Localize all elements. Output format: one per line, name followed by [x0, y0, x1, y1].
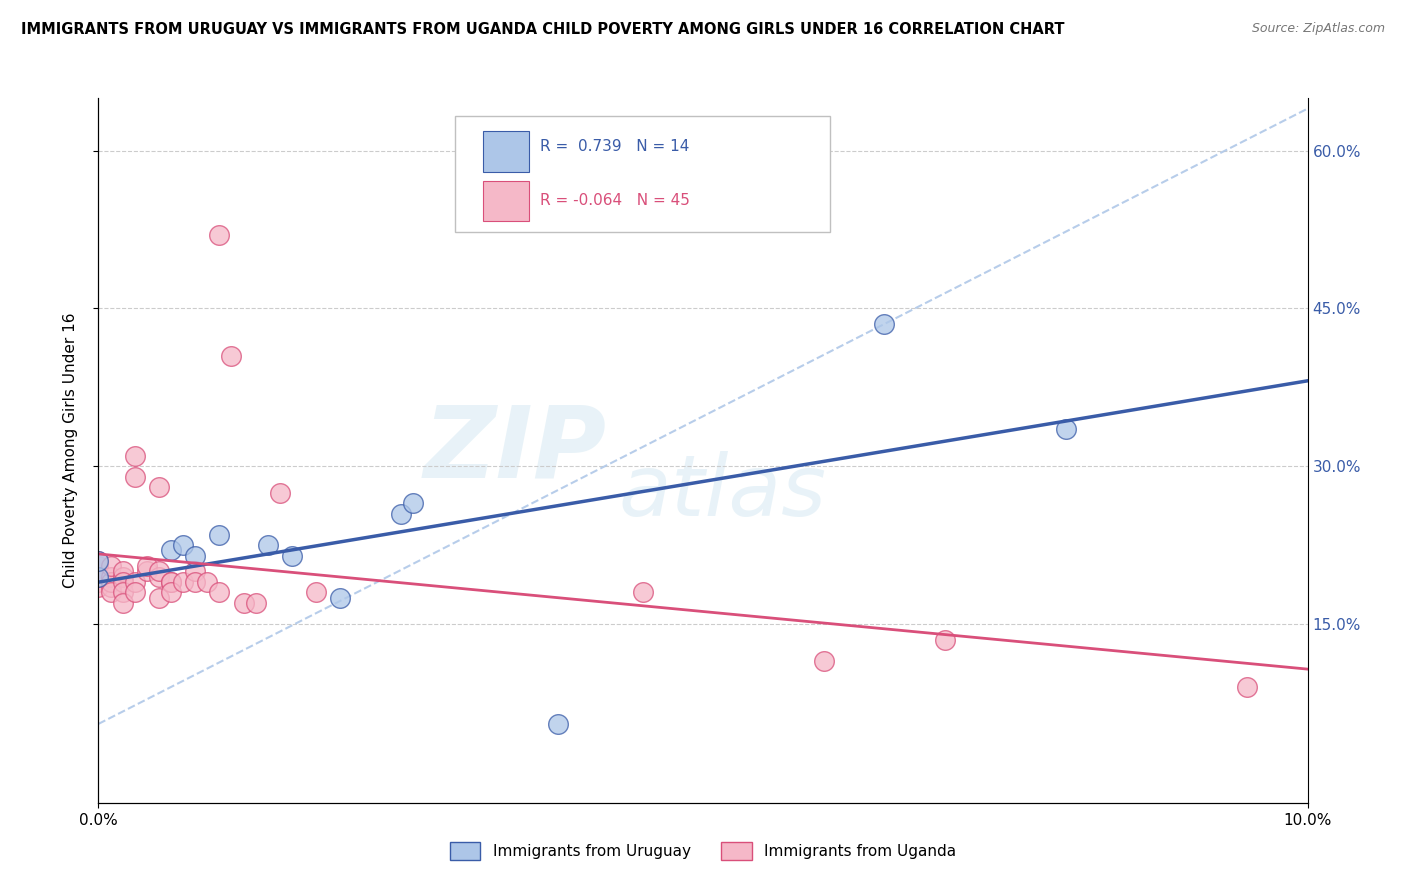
Point — [631, 585, 654, 599]
Point — [100, 559, 122, 574]
Point — [160, 585, 183, 599]
Point — [172, 538, 194, 552]
Point — [195, 574, 218, 589]
Point — [256, 538, 278, 552]
Point — [111, 574, 134, 589]
Y-axis label: Child Poverty Among Girls Under 16: Child Poverty Among Girls Under 16 — [63, 313, 77, 588]
Point — [281, 549, 304, 563]
Point — [208, 227, 231, 242]
Point — [100, 580, 122, 594]
Point — [111, 585, 134, 599]
Text: IMMIGRANTS FROM URUGUAY VS IMMIGRANTS FROM UGANDA CHILD POVERTY AMONG GIRLS UNDE: IMMIGRANTS FROM URUGUAY VS IMMIGRANTS FR… — [21, 22, 1064, 37]
Point — [184, 565, 207, 579]
Point — [1054, 422, 1077, 436]
Legend: Immigrants from Uruguay, Immigrants from Uganda: Immigrants from Uruguay, Immigrants from… — [444, 836, 962, 865]
Point — [208, 585, 231, 599]
FancyBboxPatch shape — [482, 131, 529, 172]
Point — [208, 527, 231, 541]
Point — [87, 569, 110, 583]
Point — [245, 596, 267, 610]
Point — [329, 591, 352, 605]
Point — [269, 485, 291, 500]
Point — [100, 574, 122, 589]
Point — [135, 559, 157, 574]
Text: atlas: atlas — [619, 451, 827, 534]
Point — [547, 717, 569, 731]
Point — [172, 574, 194, 589]
Text: R =  0.739   N = 14: R = 0.739 N = 14 — [540, 138, 689, 153]
Point — [111, 569, 134, 583]
Text: ZIP: ZIP — [423, 402, 606, 499]
Point — [184, 574, 207, 589]
FancyBboxPatch shape — [482, 180, 529, 221]
Point — [124, 449, 146, 463]
Text: R = -0.064   N = 45: R = -0.064 N = 45 — [540, 193, 689, 208]
Point — [87, 574, 110, 589]
Point — [305, 585, 328, 599]
Point — [934, 632, 956, 647]
Point — [148, 591, 170, 605]
Point — [100, 585, 122, 599]
Point — [402, 496, 425, 510]
Point — [87, 569, 110, 583]
Point — [87, 554, 110, 568]
Point — [160, 574, 183, 589]
Point — [232, 596, 254, 610]
Point — [111, 596, 134, 610]
Text: Source: ZipAtlas.com: Source: ZipAtlas.com — [1251, 22, 1385, 36]
Point — [87, 569, 110, 583]
Point — [111, 565, 134, 579]
Point — [87, 569, 110, 583]
Point — [160, 543, 183, 558]
Point — [389, 507, 412, 521]
Point — [124, 574, 146, 589]
FancyBboxPatch shape — [456, 116, 830, 232]
Point — [124, 469, 146, 483]
Point — [87, 559, 110, 574]
Point — [873, 318, 896, 332]
Point — [124, 585, 146, 599]
Point — [221, 349, 243, 363]
Point — [87, 554, 110, 568]
Point — [100, 569, 122, 583]
Point — [148, 480, 170, 494]
Point — [148, 569, 170, 583]
Point — [813, 654, 835, 668]
Point — [1236, 680, 1258, 694]
Point — [135, 565, 157, 579]
Point — [148, 565, 170, 579]
Point — [160, 574, 183, 589]
Point — [184, 549, 207, 563]
Point — [87, 580, 110, 594]
